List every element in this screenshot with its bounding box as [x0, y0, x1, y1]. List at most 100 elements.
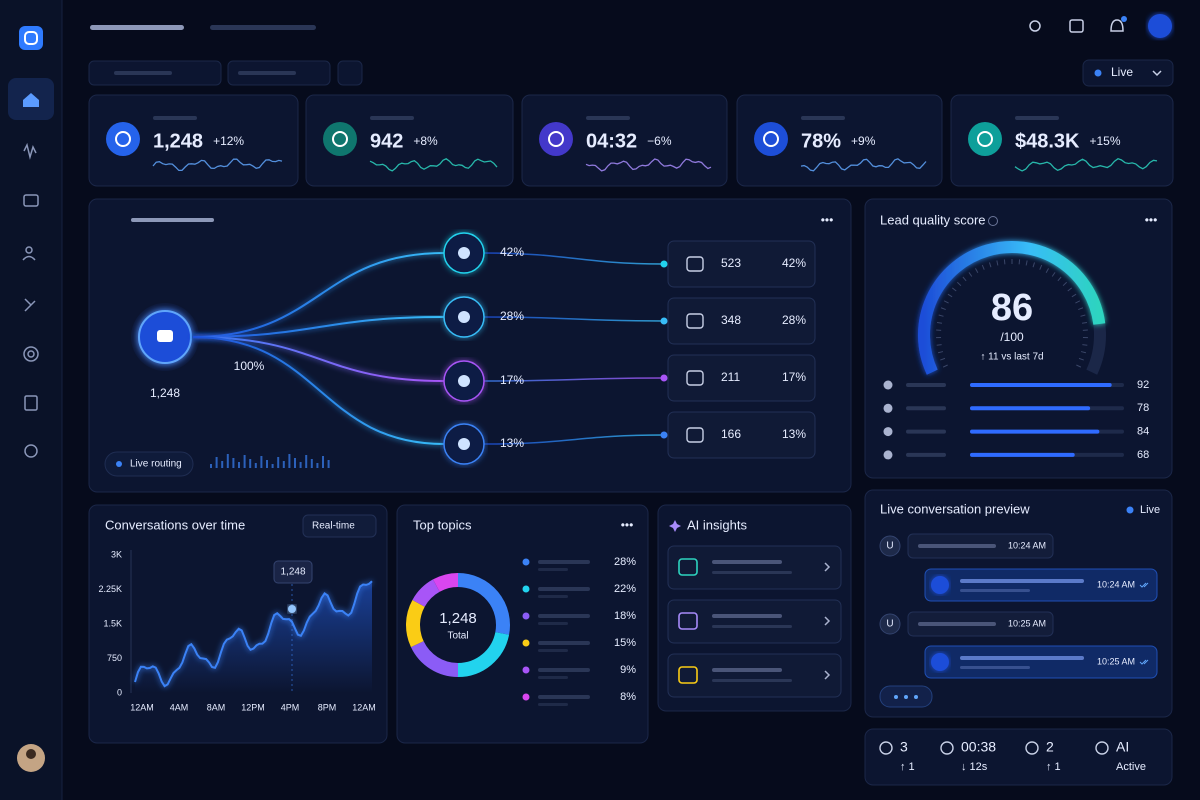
output-card[interactable]	[667, 297, 816, 345]
activity-bar	[327, 460, 330, 468]
factor-label-placeholder	[906, 383, 946, 387]
x-tick-label: 12AM	[130, 702, 154, 712]
activity-bar	[294, 458, 296, 468]
insight-chevron	[824, 616, 831, 626]
info-icon[interactable]	[988, 216, 998, 226]
sidebar	[0, 0, 62, 800]
calendar-icon[interactable]	[1069, 19, 1084, 33]
nav-reports[interactable]	[24, 395, 38, 411]
sort-button[interactable]	[337, 60, 363, 86]
kpi-icon-glyph	[115, 131, 131, 147]
live-label: Live	[1111, 65, 1133, 79]
kpi-icon	[106, 122, 140, 156]
y-tick-label: 2.25K	[98, 584, 122, 594]
reply-placeholder	[960, 656, 1084, 660]
gauge-tick	[936, 344, 942, 346]
live-dropdown[interactable]	[1082, 59, 1174, 87]
nav-messages[interactable]	[23, 194, 39, 207]
legend-dot	[522, 558, 530, 566]
branch-icon	[458, 247, 470, 259]
legend-placeholder	[538, 695, 590, 699]
legend-placeholder	[538, 668, 590, 672]
more-menu[interactable]: •••	[1145, 213, 1158, 227]
more-menu[interactable]: •••	[821, 213, 834, 227]
topic-share: 18%	[614, 610, 636, 622]
reply-bubble	[924, 568, 1158, 602]
kpi-change: +8%	[413, 134, 438, 148]
donut-segment	[410, 640, 459, 677]
message-placeholder	[918, 622, 996, 626]
profile-orb[interactable]	[1148, 14, 1172, 38]
factor-value: 78	[1137, 402, 1149, 414]
flow-line	[483, 434, 665, 445]
nav-analytics[interactable]	[23, 142, 37, 160]
reply-placeholder	[960, 589, 1030, 592]
branch-icon	[458, 311, 470, 323]
output-share: 17%	[782, 370, 806, 384]
flow-line	[483, 377, 665, 382]
gauge-tick	[943, 300, 949, 304]
output-card[interactable]	[667, 411, 816, 459]
gauge-tick	[988, 262, 992, 268]
typing-dot	[914, 695, 918, 699]
output-card[interactable]	[667, 240, 816, 288]
gauge-tick	[962, 276, 967, 282]
activity-bar	[249, 459, 252, 468]
activity-bar	[299, 462, 302, 468]
nav-contacts[interactable]	[25, 246, 33, 254]
legend-dot	[522, 666, 530, 674]
nav-settings[interactable]	[24, 444, 38, 458]
output-card[interactable]	[667, 354, 816, 402]
hub-icon	[157, 330, 173, 342]
legend-placeholder	[538, 703, 568, 706]
logo[interactable]	[19, 26, 43, 50]
kpi-change: +12%	[213, 134, 244, 148]
score-trend: ↑ 11 vs last 7d	[980, 352, 1043, 363]
more-menu[interactable]: •••	[621, 518, 634, 532]
read-ticks	[1139, 659, 1149, 665]
y-tick-label: 1.5K	[103, 618, 122, 628]
output-count: 166	[721, 427, 741, 441]
nav-routing[interactable]	[24, 298, 36, 312]
gauge-tick	[938, 314, 944, 317]
insight-card[interactable]	[667, 653, 842, 698]
sparkle-icon	[669, 520, 681, 532]
search-icon[interactable]	[1029, 20, 1041, 32]
flow-line	[192, 336, 445, 445]
kpi-value: $48.3K	[1015, 130, 1080, 152]
topic-share: 8%	[620, 691, 636, 703]
bell-icon[interactable]	[1110, 19, 1124, 32]
gauge-tick	[1025, 260, 1028, 266]
output-share: 13%	[782, 427, 806, 441]
insights-title: AI insights	[687, 517, 747, 532]
routing-panel	[88, 198, 852, 493]
reply-placeholder	[960, 666, 1030, 669]
read-ticks	[1139, 582, 1149, 588]
gauge-tick	[1082, 344, 1088, 346]
nav-goals[interactable]	[23, 346, 39, 362]
factor-label-placeholder	[906, 452, 946, 457]
legend-dot	[522, 612, 530, 620]
activity-bar	[288, 454, 291, 468]
range-dropdown[interactable]	[302, 514, 377, 538]
activity-bar	[282, 461, 285, 468]
legend-placeholder	[538, 568, 568, 571]
flow-line	[192, 316, 445, 338]
ai-avatar	[931, 653, 949, 671]
insight-card[interactable]	[667, 545, 842, 590]
activity-bar	[254, 463, 257, 468]
flow-line	[483, 316, 665, 322]
author-initial: U	[886, 619, 893, 630]
gauge-tick	[1067, 287, 1072, 292]
gauge-tick	[975, 268, 979, 273]
gauge-tick	[1057, 276, 1062, 282]
gauge-tick	[936, 321, 943, 324]
activity-bar	[210, 464, 212, 468]
preview-status: Live	[1140, 504, 1160, 516]
message-time: 10:24 AM	[1008, 540, 1046, 550]
donut-segment	[412, 579, 441, 608]
donut-segment	[432, 573, 459, 592]
kpi-value: 1,248	[153, 130, 203, 152]
insight-card[interactable]	[667, 599, 842, 644]
reply-placeholder	[960, 579, 1084, 583]
